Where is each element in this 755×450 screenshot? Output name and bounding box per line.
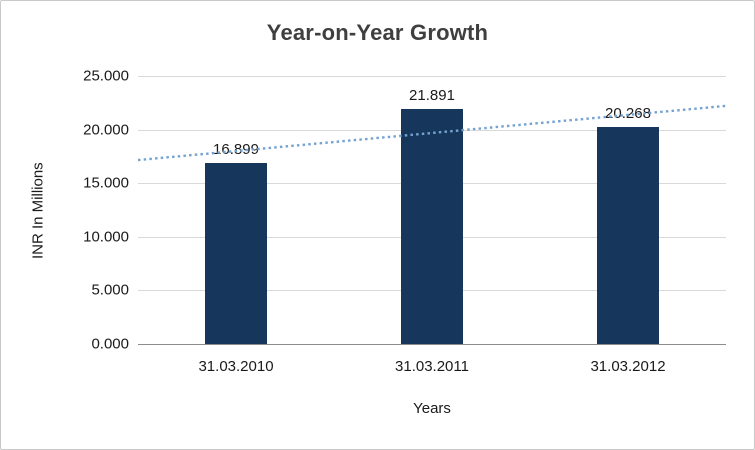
x-tick-label: 31.03.2010 [198,358,274,375]
bar [597,126,659,344]
bar-value-label: 16.899 [213,140,259,158]
bar [401,109,463,344]
bar-value-label: 20.268 [605,104,651,122]
x-tick-label: 31.03.2012 [590,358,666,375]
chart-title: Year-on-Year Growth [266,20,489,45]
plot-area: 16.899 21.891 20.268 [137,76,727,345]
gridline [138,76,726,77]
bar-value-label: 21.891 [409,87,455,105]
y-axis-tick-labels: 0.000 5.000 10.000 15.000 20.000 25.000 [1,68,129,353]
y-tick-label: 5.000 [91,281,129,299]
y-tick-label: 20.000 [83,121,129,139]
x-axis-tick-labels: 31.03.2010 31.03.2011 31.03.2012 [138,358,726,378]
bar [205,162,267,344]
y-tick-label: 25.000 [83,67,129,85]
y-tick-label: 10.000 [83,228,129,246]
y-tick-label: 0.000 [91,335,129,353]
y-tick-label: 15.000 [83,174,129,192]
x-axis-title: Years [413,400,451,417]
x-tick-label: 31.03.2011 [395,358,469,375]
